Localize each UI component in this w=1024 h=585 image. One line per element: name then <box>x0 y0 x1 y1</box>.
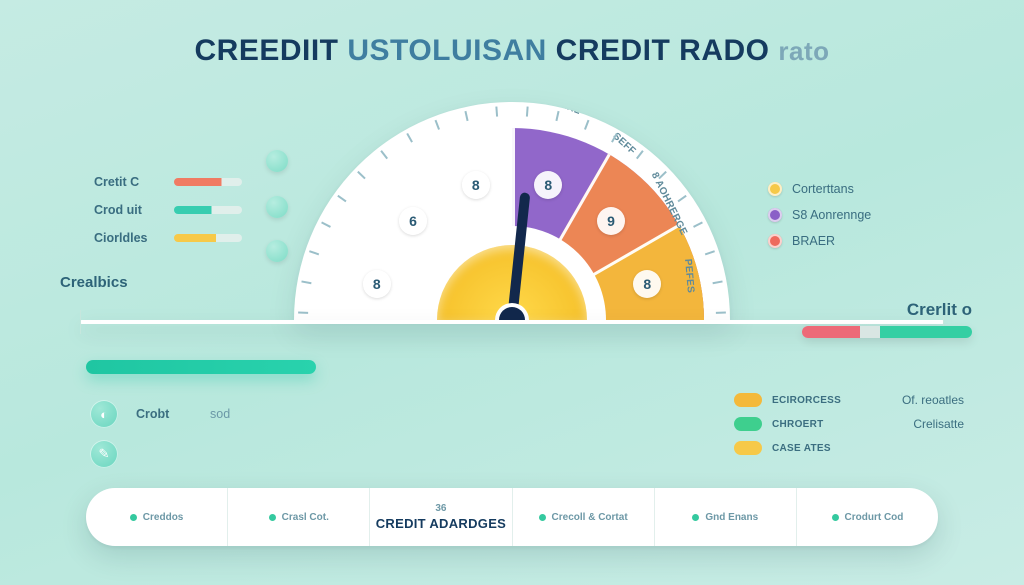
legend-dot <box>768 182 782 196</box>
gauge-tick <box>298 312 308 314</box>
left-metric-row: Crod uit <box>94 196 284 224</box>
dot-icon <box>130 514 137 521</box>
gauge-tick <box>705 250 715 255</box>
pill-row: ECIRORCESS Of. reoatles <box>734 388 964 412</box>
bottom-cell: Crasl Cot. <box>227 488 369 546</box>
pill-label-2: Of. reoatles <box>902 393 964 407</box>
gauge-baseline <box>80 320 944 324</box>
gauge-tick <box>321 221 331 227</box>
pill-label-1: ECIRORCESS <box>772 395 841 406</box>
page-title: CREEDIIT USTOLUISAN CREDIT RADO rato <box>0 34 1024 68</box>
left-metric-label: Cretit C <box>94 175 160 189</box>
title-part3: CREDIT RADO <box>556 34 770 67</box>
legend-label: Corterttans <box>792 182 854 196</box>
pill-row: CHROERT Crelisatte <box>734 412 964 436</box>
progress-segment <box>860 326 880 338</box>
left-lower-value: sod <box>210 407 230 421</box>
gauge-tick <box>309 250 319 255</box>
gauge-arc-label: Conck <box>333 129 364 159</box>
legend-label: S8 Aonrennge <box>792 208 871 222</box>
gauge-segment-badge: 8 <box>363 270 391 298</box>
right-progress-bar <box>802 326 972 338</box>
gauge-tick <box>435 120 440 130</box>
pill-icon <box>734 393 762 407</box>
left-big-label: Crealbics <box>60 274 128 291</box>
pill-icon <box>734 417 762 431</box>
bottom-category-bar: Creddos Crasl Cot. 36 CREDIT ADARDGES Crecol… <box>86 488 938 546</box>
title-part2: USTOLUISAN <box>347 34 546 67</box>
bottom-cell: Gnd Enans <box>654 488 796 546</box>
left-metric-row: Cretit C <box>94 168 284 196</box>
round-icon: ✎ <box>90 440 118 468</box>
legend-item: Corterttans <box>768 176 978 202</box>
gauge-arc-label: GERERL <box>538 102 583 117</box>
right-big-label: Crerlit o <box>907 300 972 320</box>
progress-segment <box>880 326 972 338</box>
gauge-tick <box>555 111 559 121</box>
right-legend: Corterttans S8 Aonrennge BRAER <box>768 176 978 254</box>
gauge-tick <box>716 312 726 314</box>
left-metric-label: Crod uit <box>94 203 160 217</box>
gauge-segment-badge: 8 <box>534 171 562 199</box>
bottom-cell-label: Crasl Cot. <box>269 512 329 523</box>
legend-item: S8 Aonrennge <box>768 202 978 228</box>
gauge-arc-label: ERREREAGE <box>294 172 323 236</box>
gauge-frame: 868898 1STREERSERREREAGEConckCer5 SOHGER… <box>294 102 730 320</box>
left-metric-bar <box>174 178 242 186</box>
dot-icon <box>269 514 276 521</box>
left-metric-row: Ciorldles <box>94 224 284 252</box>
pill-icon <box>734 441 762 455</box>
gauge-segment-badge: 6 <box>399 207 427 235</box>
accent-bar <box>86 360 316 374</box>
title-part4: rato <box>778 36 829 66</box>
gauge-tick <box>464 111 468 121</box>
bottom-cell: 36 CREDIT ADARDGES <box>369 488 511 546</box>
gauge-tick <box>301 280 311 284</box>
left-metric-bar <box>174 234 242 242</box>
left-metric-label: Ciorldles <box>94 231 160 245</box>
gauge-arc-label: Cer <box>402 102 422 112</box>
pill-row: CASE ATES <box>734 436 964 460</box>
legend-dot <box>768 208 782 222</box>
bottom-cell-label: 36 <box>435 503 446 514</box>
right-pill-list: ECIRORCESSOf. reoatlesCHROERTCrelisatteC… <box>734 388 964 460</box>
pill-label-1: CASE ATES <box>772 443 831 454</box>
bottom-cell-label: Gnd Enans <box>692 512 758 523</box>
left-lower-list: ◐ Crobt sod ✎ <box>90 394 230 474</box>
pill-label-1: CHROERT <box>772 419 824 430</box>
dot-icon <box>539 514 546 521</box>
legend-item: BRAER <box>768 228 978 254</box>
bottom-cell-label: Crodurt Cod <box>832 512 904 523</box>
legend-label: BRAER <box>792 234 835 248</box>
gauge-tick <box>380 150 388 159</box>
bottom-cell-value: CREDIT ADARDGES <box>376 516 506 531</box>
round-icon: ◐ <box>90 400 118 428</box>
left-lower-row: ✎ <box>90 434 230 474</box>
title-part1: CREEDIIT <box>195 34 339 67</box>
dot-icon <box>692 514 699 521</box>
gauge-segment-badge: 9 <box>597 207 625 235</box>
left-metric-list: Cretit C Crod uit Ciorldles <box>94 168 284 252</box>
gauge-tick <box>357 171 366 179</box>
left-lower-row: ◐ Crobt sod <box>90 394 230 434</box>
bottom-cell-label: Creddos <box>130 512 184 523</box>
legend-dot <box>768 234 782 248</box>
gauge-tick <box>495 106 498 116</box>
bottom-cell: Crecoll & Cortat <box>512 488 654 546</box>
left-metric-bar <box>174 206 242 214</box>
bottom-cell: Creddos <box>86 488 227 546</box>
gauge-tick <box>337 195 346 202</box>
left-lower-label: Crobt <box>136 407 192 421</box>
bottom-cell-label: Crecoll & Cortat <box>539 512 628 523</box>
pill-label-2: Crelisatte <box>913 417 964 431</box>
gauge-tick <box>526 106 529 116</box>
bottom-cell: Crodurt Cod <box>796 488 938 546</box>
progress-segment <box>802 326 860 338</box>
dot-icon <box>832 514 839 521</box>
gauge-tick <box>712 280 722 284</box>
gauge-tick <box>406 133 413 143</box>
gauge-segment-badge: 8 <box>462 171 490 199</box>
gauge-segment-badge: 8 <box>633 270 661 298</box>
